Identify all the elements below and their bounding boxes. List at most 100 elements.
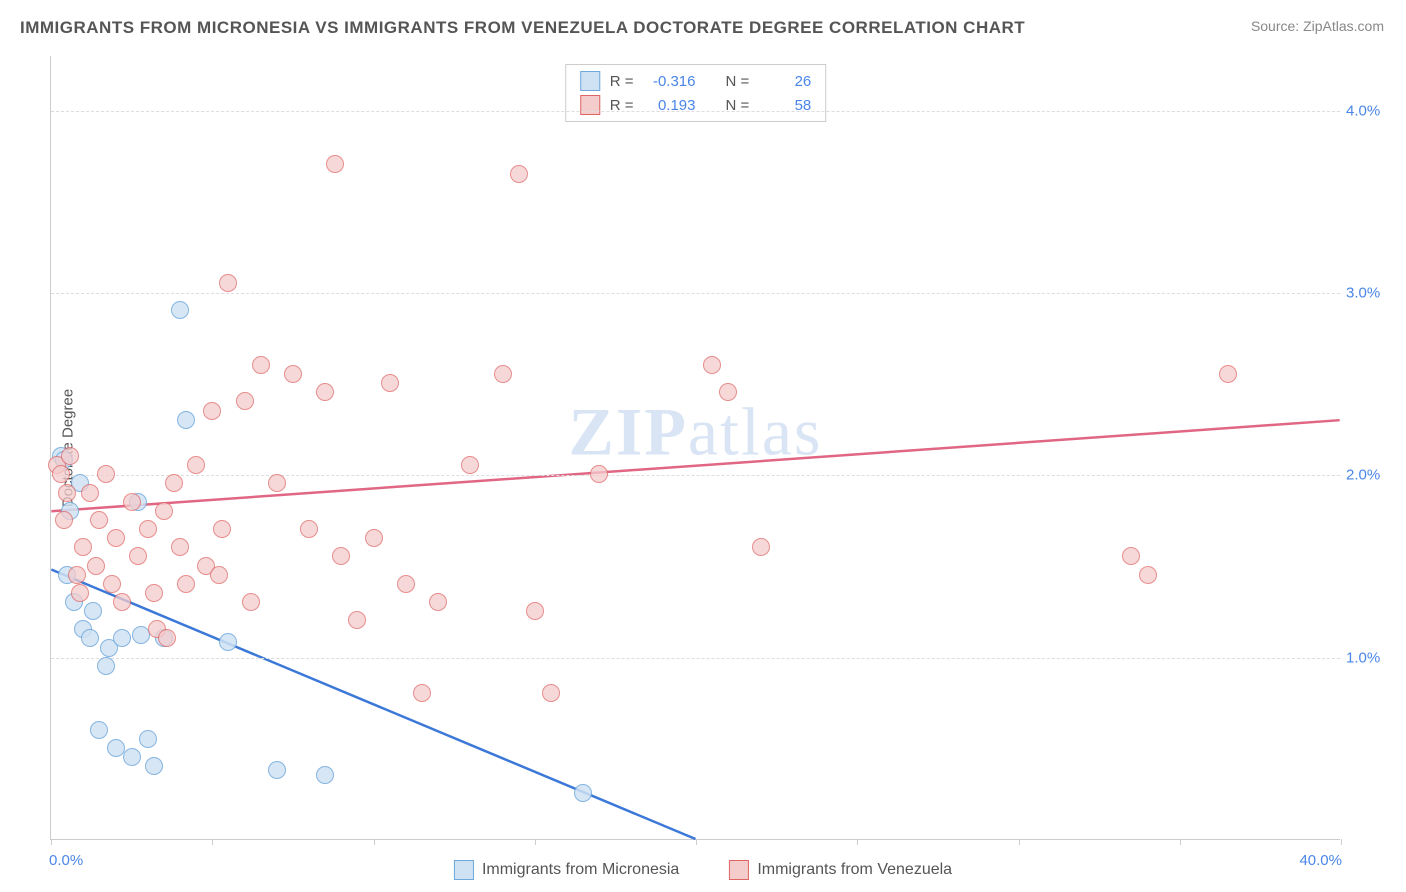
chart-plot-area: ZIPatlas Doctorate Degree 0.0% 40.0% R =… [50, 56, 1340, 840]
scatter-point [219, 633, 237, 651]
scatter-point [703, 356, 721, 374]
scatter-point [252, 356, 270, 374]
scatter-point [316, 766, 334, 784]
scatter-point [236, 392, 254, 410]
source-attribution: Source: ZipAtlas.com [1251, 18, 1384, 34]
scatter-point [90, 721, 108, 739]
scatter-point [139, 730, 157, 748]
legend: Immigrants from Micronesia Immigrants fr… [454, 860, 952, 880]
gridline-h [51, 658, 1340, 659]
chart-title: IMMIGRANTS FROM MICRONESIA VS IMMIGRANTS… [20, 18, 1025, 38]
scatter-point [97, 465, 115, 483]
scatter-point [210, 566, 228, 584]
scatter-point [107, 739, 125, 757]
scatter-point [165, 474, 183, 492]
scatter-point [58, 484, 76, 502]
y-tick-label: 1.0% [1346, 649, 1396, 666]
stats-n-value-0: 26 [759, 73, 811, 90]
scatter-point [103, 575, 121, 593]
scatter-point [123, 748, 141, 766]
legend-item-0: Immigrants from Micronesia [454, 860, 679, 880]
x-tick [535, 839, 536, 845]
legend-swatch-1 [729, 860, 749, 880]
correlation-stats-box: R = -0.316 N = 26 R = 0.193 N = 58 [565, 64, 827, 122]
scatter-point [300, 520, 318, 538]
scatter-point [203, 402, 221, 420]
x-tick [1019, 839, 1020, 845]
scatter-point [1122, 547, 1140, 565]
scatter-point [145, 584, 163, 602]
x-axis-min-label: 0.0% [49, 852, 83, 869]
x-tick [212, 839, 213, 845]
scatter-point [113, 629, 131, 647]
scatter-point [429, 593, 447, 611]
scatter-point [1139, 566, 1157, 584]
scatter-point [61, 447, 79, 465]
scatter-point [113, 593, 131, 611]
scatter-point [494, 365, 512, 383]
scatter-point [81, 629, 99, 647]
gridline-h [51, 111, 1340, 112]
scatter-point [171, 538, 189, 556]
trend-line [51, 420, 1339, 511]
scatter-point [171, 301, 189, 319]
scatter-point [158, 629, 176, 647]
stats-swatch-1 [580, 95, 600, 115]
scatter-point [413, 684, 431, 702]
scatter-point [461, 456, 479, 474]
x-tick [1180, 839, 1181, 845]
scatter-point [542, 684, 560, 702]
scatter-point [348, 611, 366, 629]
legend-swatch-0 [454, 860, 474, 880]
stats-row-series-1: R = 0.193 N = 58 [580, 93, 812, 117]
gridline-h [51, 293, 1340, 294]
scatter-point [87, 557, 105, 575]
legend-label-1: Immigrants from Venezuela [757, 861, 952, 879]
y-tick-label: 2.0% [1346, 467, 1396, 484]
x-tick [857, 839, 858, 845]
legend-label-0: Immigrants from Micronesia [482, 861, 679, 879]
stats-swatch-0 [580, 71, 600, 91]
trend-line [51, 570, 695, 839]
scatter-point [97, 657, 115, 675]
scatter-point [1219, 365, 1237, 383]
scatter-point [268, 474, 286, 492]
scatter-point [574, 784, 592, 802]
stats-r-label-0: R = [610, 73, 634, 90]
scatter-point [242, 593, 260, 611]
scatter-point [68, 566, 86, 584]
scatter-point [155, 502, 173, 520]
scatter-point [55, 511, 73, 529]
scatter-point [510, 165, 528, 183]
x-tick [374, 839, 375, 845]
scatter-point [177, 575, 195, 593]
scatter-point [381, 374, 399, 392]
stats-r-value-0: -0.316 [644, 73, 696, 90]
scatter-point [107, 529, 125, 547]
scatter-point [268, 761, 286, 779]
scatter-point [139, 520, 157, 538]
scatter-point [123, 493, 141, 511]
scatter-point [71, 584, 89, 602]
scatter-point [129, 547, 147, 565]
scatter-point [187, 456, 205, 474]
gridline-h [51, 475, 1340, 476]
y-tick-label: 3.0% [1346, 285, 1396, 302]
scatter-point [219, 274, 237, 292]
scatter-point [316, 383, 334, 401]
scatter-point [590, 465, 608, 483]
legend-item-1: Immigrants from Venezuela [729, 860, 952, 880]
x-tick [696, 839, 697, 845]
x-tick [1341, 839, 1342, 845]
trend-lines-layer [51, 56, 1340, 839]
scatter-point [284, 365, 302, 383]
scatter-point [90, 511, 108, 529]
scatter-point [397, 575, 415, 593]
scatter-point [52, 465, 70, 483]
scatter-point [332, 547, 350, 565]
stats-row-series-0: R = -0.316 N = 26 [580, 69, 812, 93]
y-tick-label: 4.0% [1346, 102, 1396, 119]
x-tick [51, 839, 52, 845]
scatter-point [365, 529, 383, 547]
x-axis-max-label: 40.0% [1299, 852, 1342, 869]
